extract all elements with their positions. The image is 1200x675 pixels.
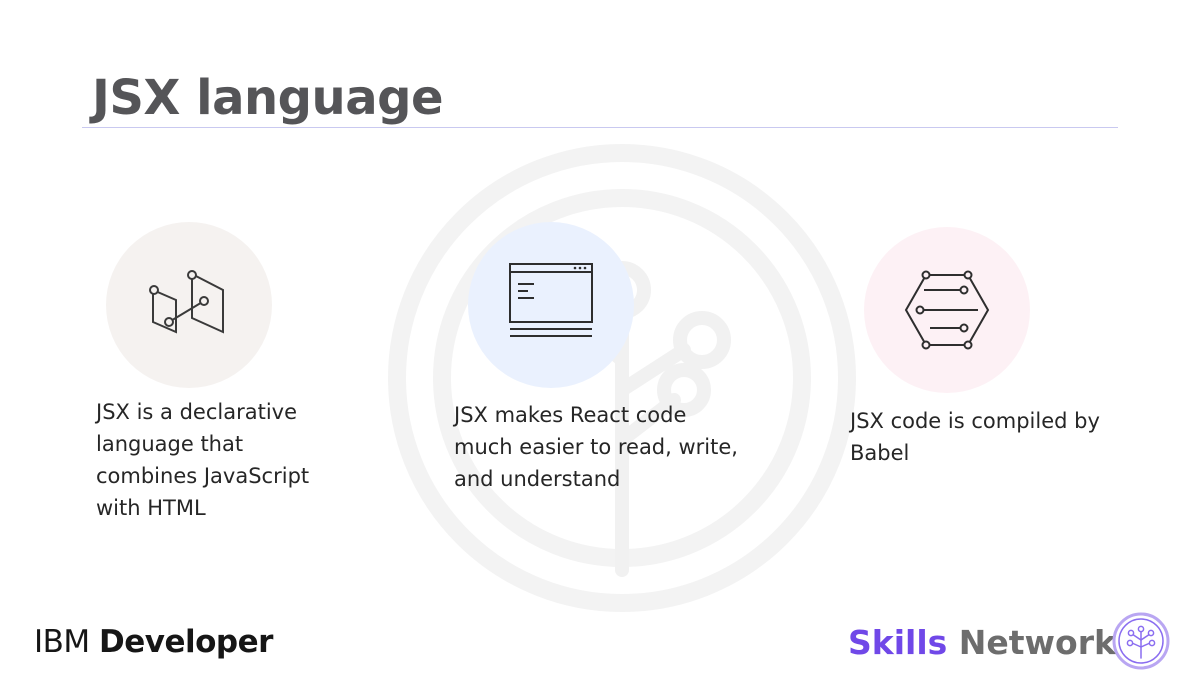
title-divider: [82, 127, 1118, 128]
compile-circuit-icon: [904, 270, 990, 350]
ibm-developer-logo: IBM Developer: [34, 622, 273, 662]
feature-text-readability: JSX makes React code much easier to read…: [454, 403, 738, 491]
brand-developer-text: Developer: [99, 624, 273, 660]
skills-network-logo: Skills Network: [848, 622, 1116, 664]
feature-text-declarative: JSX is a declarative language that combi…: [96, 400, 310, 520]
tree-network-icon: [1112, 612, 1170, 670]
feature-circle-babel: [864, 227, 1030, 393]
brand-ibm-text: IBM: [34, 624, 100, 660]
feature-circle-declarative: [106, 222, 272, 388]
feature-text-babel: JSX code is compiled by Babel: [850, 409, 1100, 465]
slide-title: JSX language: [92, 70, 444, 126]
feature-circle-readability: [468, 222, 634, 388]
code-window-icon: [509, 263, 593, 337]
brand-skills-text: Skills: [848, 623, 948, 662]
node-graph-icon: [149, 270, 224, 334]
brand-network-text: Network: [947, 623, 1116, 662]
watermark-logo-icon: [388, 144, 856, 612]
